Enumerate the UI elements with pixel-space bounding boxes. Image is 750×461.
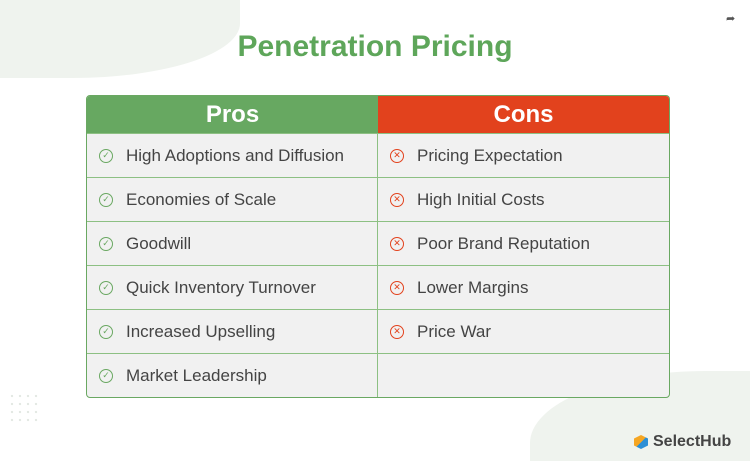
dot-pattern [8, 392, 38, 422]
x-circle-icon: ✕ [390, 324, 404, 339]
table-row: ✓ Economies of Scale ✕ High Initial Costs [87, 177, 669, 221]
check-circle-icon: ✓ [99, 192, 113, 207]
selecthub-logo: SelectHub [634, 433, 731, 451]
pro-item: ✓ High Adoptions and Diffusion [87, 134, 378, 177]
table-row: ✓ Market Leadership [87, 353, 669, 397]
table-row: ✓ Quick Inventory Turnover ✕ Lower Margins [87, 265, 669, 309]
pro-item: ✓ Quick Inventory Turnover [87, 266, 378, 309]
pro-item: ✓ Increased Upselling [87, 310, 378, 353]
table-row: ✓ Increased Upselling ✕ Price War [87, 309, 669, 353]
check-circle-icon: ✓ [99, 368, 113, 383]
pros-header: Pros [87, 96, 378, 133]
page-title: Penetration Pricing [237, 30, 513, 63]
table-row: ✓ High Adoptions and Diffusion ✕ Pricing Ex… [87, 133, 669, 177]
pros-cons-table: Pros Cons ✓ High Adoptions and Diffusion ✕… [86, 95, 670, 398]
cons-header: Cons [378, 96, 669, 133]
con-item: ✕ Price War [378, 310, 669, 353]
pro-item: ✓ Goodwill [87, 222, 378, 265]
x-circle-icon: ✕ [390, 236, 404, 251]
logo-icon [634, 435, 648, 449]
share-icon[interactable]: ➦ [726, 13, 736, 25]
pro-item: ✓ Market Leadership [87, 354, 378, 397]
x-circle-icon: ✕ [390, 192, 404, 207]
x-circle-icon: ✕ [390, 280, 404, 295]
check-circle-icon: ✓ [99, 324, 113, 339]
x-circle-icon: ✕ [390, 148, 404, 163]
check-circle-icon: ✓ [99, 236, 113, 251]
check-circle-icon: ✓ [99, 148, 113, 163]
con-item: ✕ Lower Margins [378, 266, 669, 309]
con-item: ✕ High Initial Costs [378, 178, 669, 221]
con-item: ✕ Poor Brand Reputation [378, 222, 669, 265]
con-item [378, 354, 669, 397]
table-row: ✓ Goodwill ✕ Poor Brand Reputation [87, 221, 669, 265]
con-item: ✕ Pricing Expectation [378, 134, 669, 177]
check-circle-icon: ✓ [99, 280, 113, 295]
pro-item: ✓ Economies of Scale [87, 178, 378, 221]
